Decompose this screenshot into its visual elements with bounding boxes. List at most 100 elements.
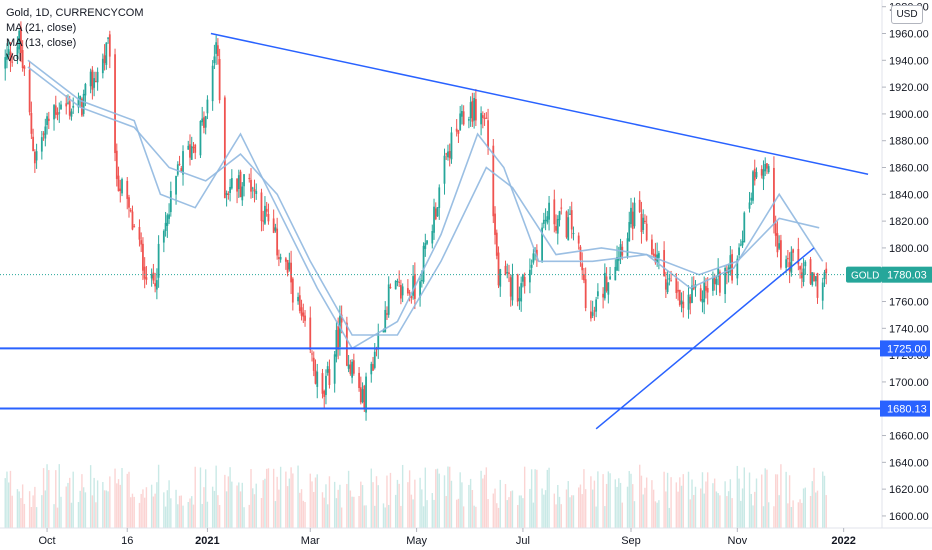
volume-bar: [640, 475, 643, 528]
volume-bar: [340, 507, 343, 528]
volume-bar: [114, 468, 116, 528]
volume-bar: [177, 504, 179, 528]
symbol-title[interactable]: Gold, 1D, CURRENCYCOM: [6, 7, 144, 19]
candle-body: [91, 69, 94, 90]
trendline[interactable]: [210, 32, 869, 175]
volume-bar: [189, 498, 191, 528]
candle-body: [811, 272, 814, 286]
trendline-drawings[interactable]: [0, 32, 882, 430]
volume-legend[interactable]: Vol: [6, 52, 22, 64]
candle-body: [419, 281, 421, 298]
candle-body: [640, 213, 643, 232]
volume-bar: [187, 502, 189, 528]
candle-body: [365, 376, 367, 413]
volume-bar: [651, 480, 653, 528]
candle-body: [312, 357, 315, 371]
volume-bar: [311, 481, 313, 528]
candle-body: [738, 247, 740, 256]
volume-bar: [743, 467, 745, 528]
volume-bar: [767, 502, 770, 528]
volume-bar: [809, 495, 812, 528]
candle-body: [89, 71, 92, 87]
volume-bar: [581, 494, 583, 528]
volume-bar: [337, 489, 339, 528]
candle-body: [701, 299, 704, 303]
price-tick-label: 1800.00: [889, 243, 929, 255]
candle-body: [290, 262, 292, 283]
volume-bar: [42, 468, 45, 528]
candle-body: [309, 317, 312, 350]
volume-bar: [9, 470, 12, 528]
volume-bar: [192, 504, 195, 528]
price-scale[interactable]: 1600.001620.001640.001660.001680.001700.…: [882, 2, 929, 523]
time-scale[interactable]: Oct 16 2021 Mar May Jul Sep Nov 2022: [39, 528, 856, 547]
candle-body: [65, 103, 68, 107]
candle-body: [591, 312, 594, 316]
volume-bar: [518, 495, 521, 528]
candle-body: [18, 30, 21, 50]
candle-body: [114, 54, 116, 154]
candle-body: [748, 202, 751, 209]
volume-bar: [238, 482, 240, 528]
candle-body: [131, 211, 134, 230]
volume-bar: [224, 474, 226, 528]
candle-body: [541, 227, 543, 261]
price-scale-labels: 1725.00 1680.13 GOLD 1780.03: [846, 266, 932, 417]
trendline[interactable]: [595, 247, 815, 430]
volume-bar: [679, 477, 681, 528]
volume-bar: [726, 496, 728, 528]
volume-bar: [567, 481, 569, 528]
candle-body: [67, 102, 69, 104]
candle-body: [175, 175, 177, 195]
candle-body: [274, 227, 277, 231]
candle-body: [237, 175, 240, 190]
candle-body: [96, 71, 99, 83]
candle-body: [79, 95, 82, 100]
candle-body: [398, 281, 401, 283]
candle-body: [739, 244, 742, 246]
candle-body: [689, 296, 692, 304]
candle-body: [595, 299, 598, 312]
ma21-legend[interactable]: MA (21, close): [6, 22, 77, 34]
candle-body: [68, 101, 71, 116]
candle-body: [603, 272, 606, 299]
volume-bar: [236, 485, 238, 528]
candle-body: [705, 286, 707, 291]
volume-bar: [182, 505, 184, 528]
volume-bar: [459, 472, 461, 528]
candle-body: [699, 288, 702, 301]
candle-body: [638, 199, 641, 213]
price-tick-label: 1840.00: [889, 189, 929, 201]
candle-body: [401, 286, 404, 296]
volume-bar: [616, 486, 618, 528]
candle-body: [361, 389, 364, 403]
candle-body: [300, 307, 303, 316]
volume-bar: [166, 490, 169, 528]
candle-body: [408, 292, 411, 294]
volume-bar: [119, 484, 121, 528]
volume-bar: [799, 499, 801, 528]
candle-body: [323, 391, 326, 397]
candle-body: [150, 274, 153, 279]
volume-bar: [328, 476, 331, 528]
volume-bar: [536, 469, 538, 528]
candle-body: [788, 262, 791, 272]
volume-bar: [239, 491, 242, 528]
ma13-legend[interactable]: MA (13, close): [6, 37, 77, 49]
volume-bar: [579, 484, 582, 528]
candle-body: [277, 257, 280, 259]
volume-bar: [652, 489, 655, 528]
candle-body: [426, 240, 428, 244]
currency-button[interactable]: USD: [891, 5, 923, 24]
volume-bar: [665, 491, 667, 528]
candle-body: [474, 99, 477, 121]
volume-bar: [693, 494, 695, 528]
volume-bar: [70, 502, 73, 528]
candle-body: [558, 211, 561, 221]
candle-body: [211, 65, 214, 102]
volume-bar: [591, 489, 594, 528]
candle-body: [497, 252, 500, 286]
volume-bar: [18, 491, 20, 528]
volume-bar: [764, 468, 766, 528]
